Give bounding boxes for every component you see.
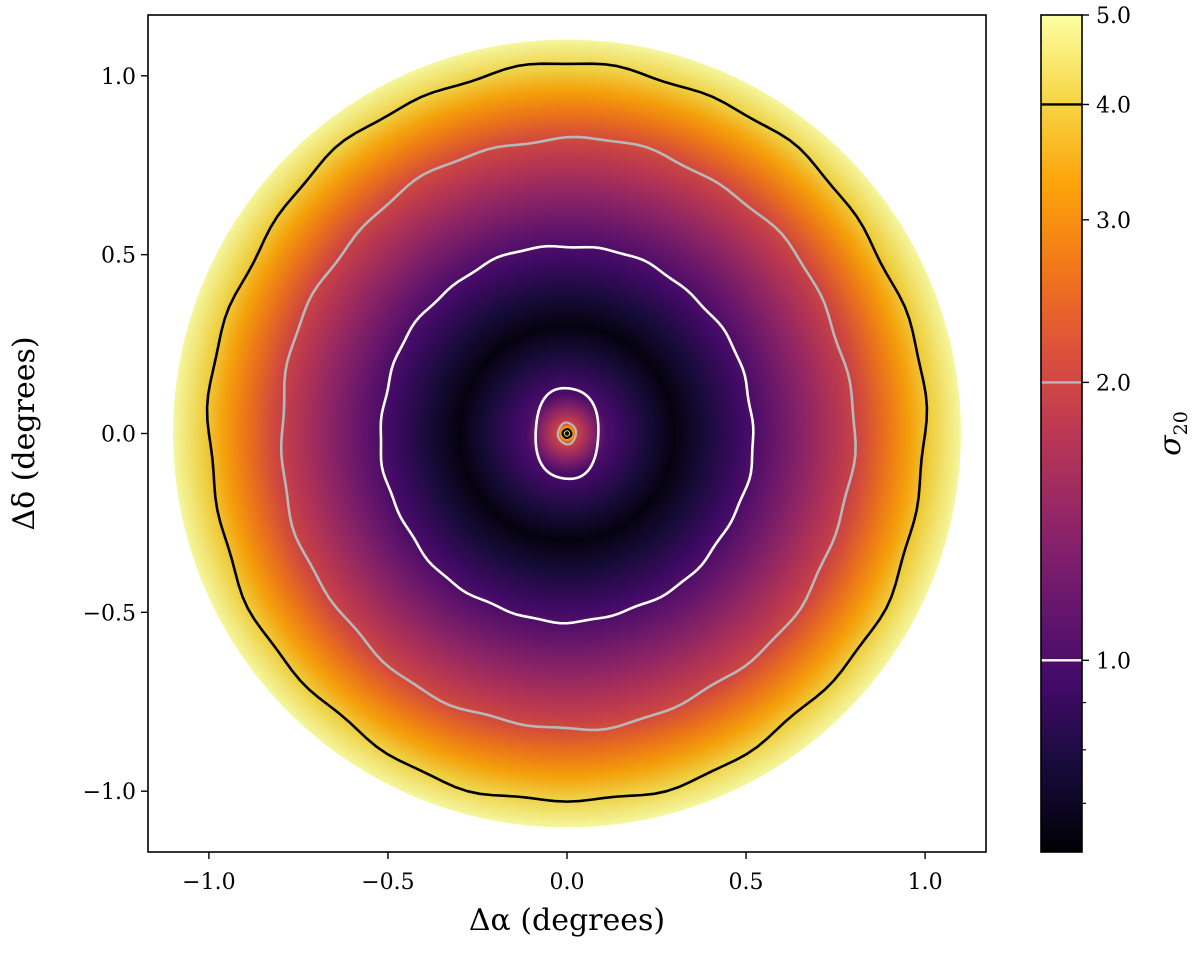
x-tick-label: 1.0 (908, 870, 943, 895)
colorbar-label: σ20 (1153, 411, 1192, 456)
colorbar-tick-label: 4.0 (1096, 93, 1131, 118)
plot-area: −1.0 −0.5 0.0 0.5 1.0 −1.0 −0.5 0.0 0.5 1.0 Δα (de… (7, 14, 987, 938)
y-tick-label: −1.0 (83, 780, 136, 805)
y-tick-label: 0.0 (101, 423, 136, 448)
contour-line-4 (205, 62, 929, 803)
x-tick-label: 0.5 (729, 870, 764, 895)
x-tick-label: −1.0 (182, 870, 235, 895)
contour-line-1 (379, 244, 755, 625)
colorbar-tick-label: 3.0 (1096, 209, 1131, 234)
y-axis-label: Δδ (degrees) (7, 336, 42, 530)
colorbar-label-subscript: 20 (1170, 411, 1192, 435)
y-tick-label: 1.0 (101, 65, 136, 90)
contour-line-4 (561, 427, 573, 440)
colorbar-tick-label: 5.0 (1096, 4, 1131, 29)
colorbar-label-symbol: σ (1153, 434, 1188, 456)
colorbar-tick-label: 1.0 (1096, 649, 1131, 674)
x-axis-label: Δα (degrees) (469, 903, 665, 938)
colorbar: 1.0 2.0 3.0 4.0 5.0 σ20 (1040, 4, 1192, 853)
contour-line-1 (534, 386, 600, 481)
contour-line-2 (556, 421, 578, 446)
x-tick-label: −0.5 (361, 870, 414, 895)
center-point (564, 431, 570, 436)
colorbar-label-text: σ20 (1153, 411, 1192, 456)
y-tick-label: −0.5 (83, 601, 136, 626)
contour-line-2 (279, 135, 857, 732)
y-tick-label: 0.5 (101, 244, 136, 269)
x-tick-label: 0.0 (550, 870, 585, 895)
colorbar-gradient (1041, 15, 1082, 852)
colorbar-frame (1040, 14, 1083, 853)
colorbar-tick-label: 2.0 (1096, 371, 1131, 396)
